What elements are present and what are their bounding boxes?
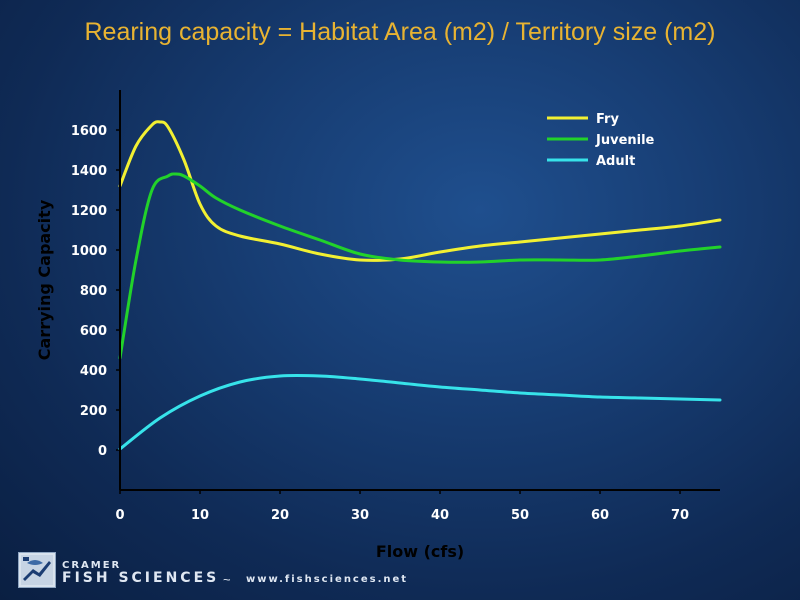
x-tick-label: 30: [351, 508, 369, 523]
brand-main: FISH SCIENCES: [62, 570, 220, 586]
chart-title: Rearing capacity = Habitat Area (m2) / T…: [84, 18, 716, 46]
y-tick-label: 1400: [71, 164, 107, 179]
x-tick-label: 70: [671, 508, 689, 523]
y-tick-label: 800: [80, 284, 107, 299]
series-line-juvenile: [118, 172, 722, 360]
brand-separator: ~: [223, 572, 231, 587]
y-tick-label: 1000: [71, 244, 107, 259]
series-line-adult: [118, 373, 722, 451]
series-lines: [118, 120, 722, 451]
legend-label-fry: Fry: [596, 112, 619, 127]
x-tick-label: 20: [271, 508, 289, 523]
brand-top: CRAMER: [62, 560, 122, 571]
y-axis-label: Carrying Capacity: [35, 199, 54, 360]
y-tick-label: 0: [98, 444, 107, 459]
x-tick-label: 40: [431, 508, 449, 523]
y-tick-label: 400: [80, 364, 107, 379]
x-tick-label: 10: [191, 508, 209, 523]
website-link[interactable]: www.fishsciences.net: [246, 574, 409, 585]
y-tick-label: 600: [80, 324, 107, 339]
y-tick-label: 1200: [71, 204, 107, 219]
legend: Fry Juvenile Adult: [547, 112, 655, 169]
tick-marks: [116, 129, 681, 494]
footer-branding: CRAMER FISH SCIENCES ~ www.fishsciences.…: [18, 550, 518, 590]
y-tick-label: 200: [80, 404, 107, 419]
x-axis-label: Flow (cfs): [376, 542, 464, 561]
y-tick-label: 1600: [71, 124, 107, 139]
legend-label-juvenile: Juvenile: [595, 133, 655, 148]
x-tick-label: 60: [591, 508, 609, 523]
x-tick-labels: 0 10 20 30 40 50 60 70: [115, 508, 689, 523]
y-tick-labels: 0 200 400 600 800 1000 1200 1400 1600: [71, 124, 107, 459]
x-tick-label: 0: [115, 508, 124, 523]
series-line-fry: [118, 120, 722, 262]
legend-label-adult: Adult: [596, 154, 635, 169]
fish-logo-icon: [18, 552, 56, 588]
x-tick-label: 50: [511, 508, 529, 523]
